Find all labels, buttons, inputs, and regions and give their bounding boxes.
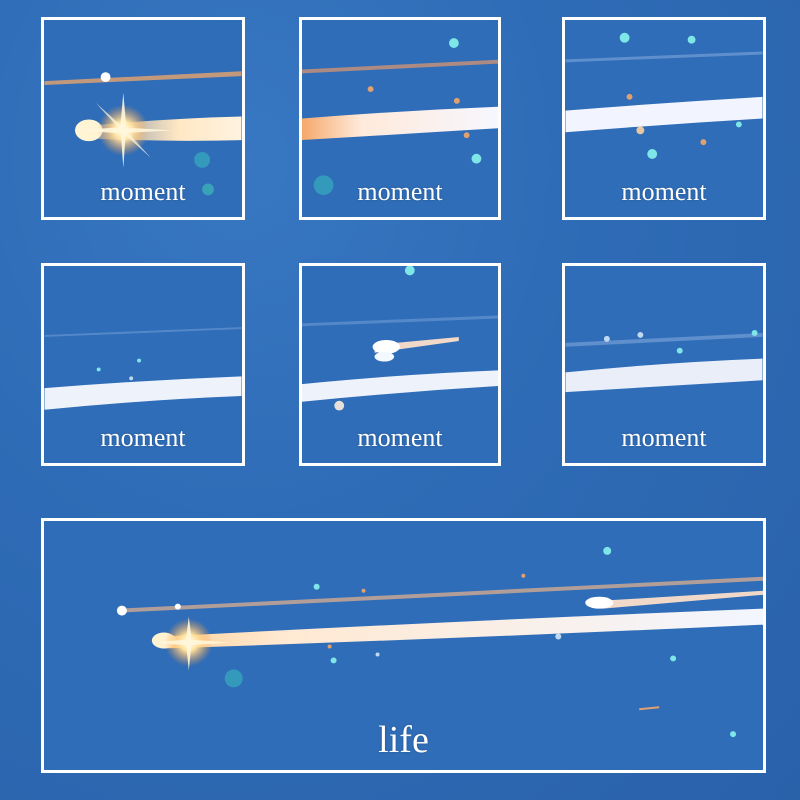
panel-1-image	[44, 20, 242, 217]
frame-panel-1: moment	[41, 17, 245, 220]
panel-caption: moment	[621, 423, 707, 452]
panel-caption: moment	[357, 177, 443, 206]
frame-panel-5: moment	[299, 263, 501, 466]
panel-wide-image	[44, 521, 763, 770]
panel-caption: moment	[357, 423, 443, 452]
panel-6-image	[565, 266, 763, 463]
panel-3-image	[565, 20, 763, 217]
frame-panel-wide: life	[41, 518, 766, 773]
frame-panel-2: moment	[299, 17, 501, 220]
panel-caption: moment	[100, 177, 186, 206]
panel-caption: life	[378, 719, 429, 761]
panel-5-image	[302, 266, 498, 463]
panel-caption: moment	[621, 177, 707, 206]
frame-panel-4: moment	[41, 263, 245, 466]
panel-4-image	[44, 266, 242, 463]
panel-caption: moment	[100, 423, 186, 452]
frame-panel-6: moment	[562, 263, 766, 466]
panel-2-image	[302, 20, 498, 217]
frame-panel-3: moment	[562, 17, 766, 220]
